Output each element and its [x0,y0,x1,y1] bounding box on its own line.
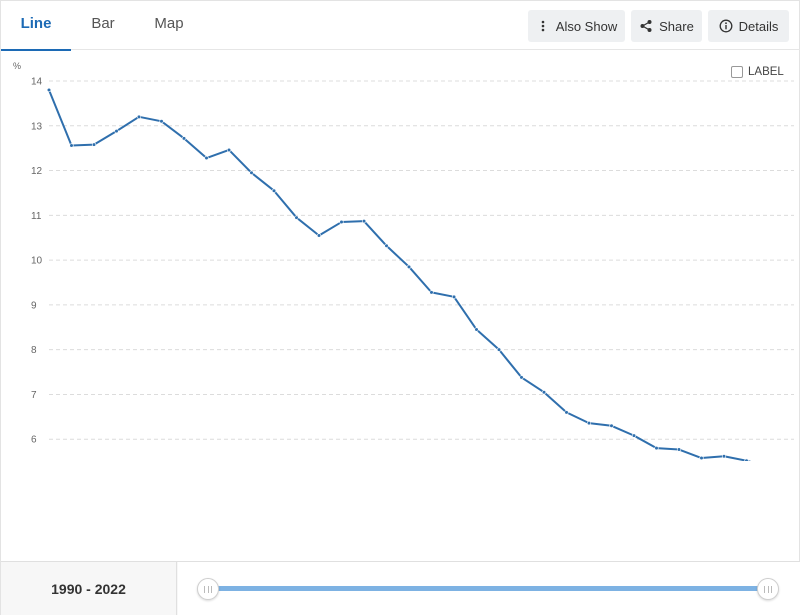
data-point [564,410,569,415]
data-point [541,390,547,395]
data-point [69,143,74,148]
slider-handle-start[interactable] [197,578,219,600]
data-point [406,264,412,269]
series [46,87,752,461]
series-line [48,89,752,461]
view-tabs: Line Bar Map [1,1,800,51]
line-chart: 567891011121314 199019952000200520102015… [13,61,794,461]
data-point [339,219,344,225]
more-vertical-icon [541,20,545,32]
data-point [361,219,367,224]
grip-icon [764,585,772,593]
data-point [384,243,389,248]
details-label: Details [738,18,779,34]
y-tick-label: 8 [31,345,37,356]
details-button[interactable]: Details [708,10,789,42]
y-tick-label: 6 [31,435,37,446]
y-tick-label: 12 [31,166,43,177]
data-point [429,290,434,295]
y-tick-label: 9 [31,300,37,311]
share-icon [640,20,652,32]
data-point [316,233,322,238]
also-show-label: Also Show [555,18,618,34]
data-point [181,136,187,141]
share-label: Share [659,18,694,34]
checkbox-box[interactable] [731,66,743,78]
y-tick-label: 7 [31,390,37,401]
data-point [676,447,682,452]
also-show-button[interactable]: Also Show [528,10,625,42]
data-point [249,170,254,175]
slider-track[interactable] [208,586,768,591]
grip-icon [204,585,212,593]
data-point [519,375,524,380]
data-point [609,423,614,428]
data-point [631,433,637,438]
range-footer: 1990 - 2022 [1,561,800,615]
y-tick-label: 11 [31,211,42,222]
range-slider [178,562,800,615]
data-point [159,119,164,124]
data-point [204,155,209,161]
data-point [586,421,592,426]
label-checkbox-text: LABEL [748,66,784,78]
slider-handle-end[interactable] [757,578,779,600]
y-axis-unit: % [13,61,21,71]
data-point [699,455,704,461]
data-point [721,454,727,459]
y-axis: 567891011121314 [31,77,43,446]
data-point [654,446,659,451]
tab-bar[interactable]: Bar [91,15,115,32]
data-point [451,294,457,299]
data-point [294,215,299,220]
data-point [474,327,479,332]
data-point [91,142,97,147]
y-tick-label: 10 [31,256,43,267]
label-checkbox[interactable]: LABEL [731,64,784,80]
data-point [496,347,502,352]
tab-line[interactable]: Line [1,1,71,51]
data-point [271,188,277,193]
y-tick-label: 13 [31,121,43,132]
data-point [46,87,52,93]
data-point [744,458,749,461]
range-label: 1990 - 2022 [1,562,177,615]
y-tick-label: 14 [31,77,43,88]
tab-map[interactable]: Map [154,15,184,32]
data-point [226,147,232,153]
info-icon [719,19,733,33]
data-point [136,114,142,119]
data-point [114,129,119,134]
grid-lines [49,80,794,440]
share-button[interactable]: Share [631,10,702,42]
